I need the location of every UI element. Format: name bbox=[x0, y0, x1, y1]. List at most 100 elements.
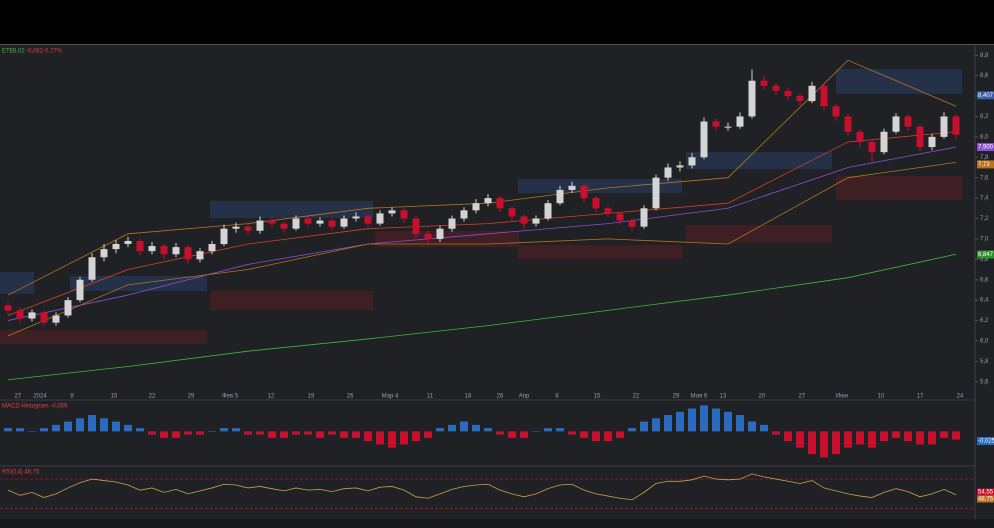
candle-body bbox=[748, 80, 756, 117]
candle-body bbox=[892, 116, 900, 132]
macd-bar bbox=[220, 428, 228, 432]
y-tick-label: 8,8 bbox=[980, 53, 989, 59]
macd-bar bbox=[688, 408, 696, 432]
separator bbox=[0, 44, 994, 45]
candle-body bbox=[280, 223, 288, 229]
x-tick-label: 13 bbox=[720, 394, 727, 400]
macd-bar bbox=[268, 431, 276, 438]
x-tick-label: 11 bbox=[427, 394, 434, 400]
macd-bar bbox=[400, 431, 408, 445]
indicator-line bbox=[7, 146, 957, 321]
candle-body bbox=[712, 121, 720, 127]
candle-body bbox=[592, 198, 600, 209]
macd-bar bbox=[208, 431, 216, 432]
candle-body bbox=[952, 116, 960, 135]
macd-bar bbox=[664, 415, 672, 432]
macd-bar bbox=[592, 431, 600, 442]
macd-bar bbox=[52, 424, 60, 432]
legend-symbol: ETE bbox=[2, 49, 14, 55]
macd-bar bbox=[472, 424, 480, 432]
candle-body bbox=[880, 131, 888, 153]
candle-body bbox=[100, 249, 108, 258]
x-tick-label: 15 bbox=[594, 394, 601, 400]
demand-zone bbox=[375, 231, 519, 247]
candle-body bbox=[340, 218, 348, 227]
macd-bar bbox=[724, 411, 732, 432]
macd-bar bbox=[112, 421, 120, 432]
x-tick-label: 26 bbox=[347, 394, 354, 400]
candle-body bbox=[784, 90, 792, 97]
candle-body bbox=[796, 96, 804, 102]
macd-bar bbox=[736, 415, 744, 432]
rsi-line bbox=[7, 473, 957, 501]
candle-body bbox=[616, 213, 624, 221]
candle-body bbox=[856, 131, 864, 142]
price-tag bbox=[977, 91, 994, 100]
macd-bar bbox=[940, 431, 948, 438]
candle-body bbox=[208, 244, 216, 252]
y-tick-label: 7,8 bbox=[980, 155, 989, 161]
candle-body bbox=[268, 220, 276, 224]
candle-body bbox=[760, 80, 768, 86]
candle-body bbox=[88, 257, 96, 280]
candle-body bbox=[364, 216, 372, 224]
macd-title: MACD Histogram -0,059 bbox=[2, 404, 68, 410]
macd-bar bbox=[76, 418, 84, 432]
candle-body bbox=[544, 203, 552, 219]
candle-body bbox=[232, 226, 240, 229]
candle-body bbox=[292, 218, 300, 229]
y-tick-label: 7,2 bbox=[980, 216, 989, 222]
x-tick-label: Мая 6 bbox=[691, 394, 708, 400]
demand-zone bbox=[836, 176, 962, 200]
rsi-tag-label: 48,75 bbox=[978, 497, 994, 503]
x-tick-label: 26 bbox=[497, 394, 504, 400]
macd-bar bbox=[232, 428, 240, 432]
macd-bar bbox=[40, 428, 48, 432]
candle-body bbox=[532, 218, 540, 224]
x-tick-label: 10 bbox=[878, 394, 885, 400]
x-tick-label: 29 bbox=[188, 394, 195, 400]
price-tag bbox=[977, 160, 994, 169]
legend-change: -0,062 bbox=[26, 49, 44, 55]
macd-bar bbox=[580, 431, 588, 438]
y-tick-label: 8,6 bbox=[980, 73, 989, 79]
price-tag-label: 6,847 bbox=[978, 252, 994, 258]
candle-body bbox=[904, 116, 912, 127]
macd-bar bbox=[256, 431, 264, 435]
macd-bar bbox=[436, 428, 444, 432]
x-tick-label: 22 bbox=[149, 394, 156, 400]
macd-bar bbox=[808, 431, 816, 455]
y-tick-label: 6,6 bbox=[980, 277, 989, 283]
macd-bar bbox=[568, 431, 576, 435]
macd-bar bbox=[532, 431, 540, 432]
macd-bar bbox=[868, 431, 876, 448]
candle-body bbox=[220, 228, 228, 245]
candle-body bbox=[124, 240, 132, 245]
macd-bar bbox=[712, 408, 720, 432]
candle-body bbox=[148, 246, 156, 252]
supply-zone bbox=[836, 69, 962, 94]
candle-body bbox=[316, 220, 324, 224]
candle-body bbox=[520, 216, 528, 224]
macd-bar bbox=[892, 431, 900, 438]
demand-zone bbox=[210, 291, 373, 310]
macd-bar bbox=[184, 431, 192, 435]
macd-bar bbox=[844, 431, 852, 448]
x-tick-label: 12 bbox=[268, 394, 275, 400]
candle-body bbox=[28, 312, 36, 319]
candle-body bbox=[556, 189, 564, 204]
candle-body bbox=[244, 226, 252, 231]
indicator-line bbox=[7, 161, 957, 337]
x-tick-label: 24 bbox=[957, 394, 964, 400]
candle-body bbox=[460, 210, 468, 219]
rsi-tag bbox=[977, 495, 994, 503]
macd-bar bbox=[460, 421, 468, 432]
zones bbox=[0, 69, 962, 344]
macd-bar bbox=[952, 431, 960, 440]
macd-bar bbox=[64, 421, 72, 432]
candle-body bbox=[844, 116, 852, 132]
y-tick-label: 5,6 bbox=[980, 379, 989, 385]
candle-body bbox=[940, 116, 948, 137]
macd-bar bbox=[880, 431, 888, 442]
